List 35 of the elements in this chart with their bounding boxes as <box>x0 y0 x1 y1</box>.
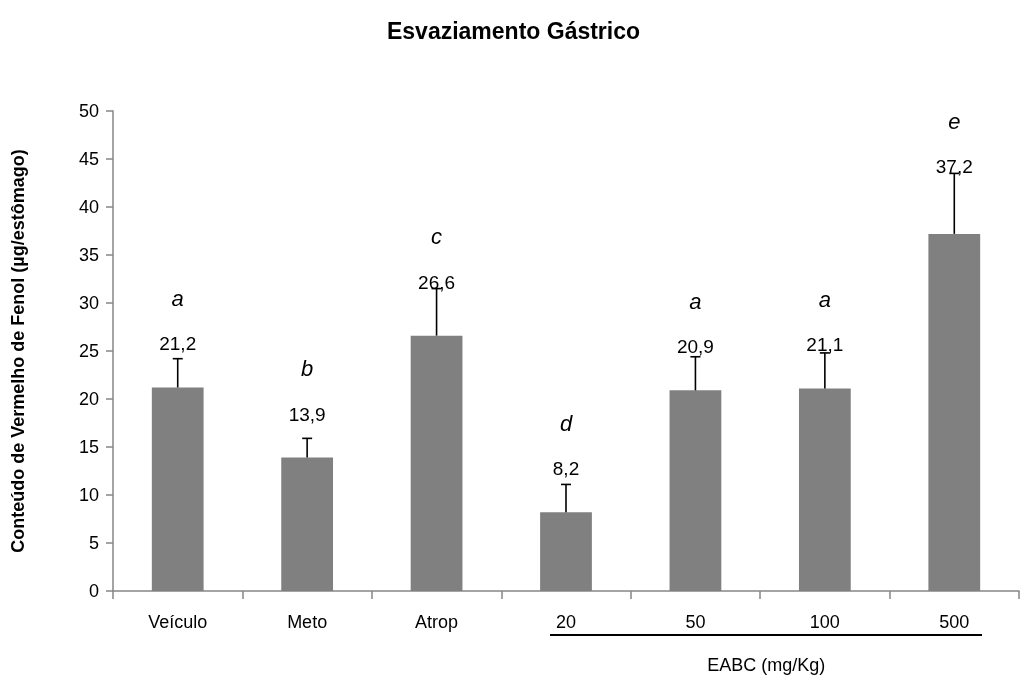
annotation: b <box>301 356 314 382</box>
annotation: c <box>431 224 443 250</box>
x-tick-label: 50 <box>685 612 706 632</box>
y-tick-label: 30 <box>78 293 99 313</box>
annotation: a <box>171 285 184 311</box>
x-tick-label: 100 <box>809 612 840 632</box>
data-label: 8,2 <box>552 458 580 480</box>
y-tick-label: 10 <box>78 485 99 505</box>
x-tick-label: 500 <box>939 612 970 632</box>
data-label: 21,1 <box>806 334 844 356</box>
data-label: 26,6 <box>418 271 456 293</box>
y-tick-label: 0 <box>88 581 99 601</box>
x-tick-label: Atrop <box>415 612 459 632</box>
y-tick-label: 45 <box>78 149 99 169</box>
chart-title: Esvaziamento Gástrico <box>386 17 641 44</box>
x-tick-label: 20 <box>555 612 577 632</box>
y-tick-label: 25 <box>78 341 99 361</box>
x-tick-label: Meto <box>287 612 328 632</box>
y-tick-label: 15 <box>78 437 99 457</box>
annotation: a <box>818 286 831 312</box>
y-tick-label: 5 <box>88 533 99 553</box>
annotation: a <box>689 288 702 314</box>
x-axis-title: EABC (mg/Kg) <box>707 655 826 675</box>
y-axis-title: Conteúdo de Vermelho de Fenol (µg/estômago) <box>8 149 28 553</box>
x-tick-label: Veículo <box>148 612 208 632</box>
y-tick-label: 50 <box>78 101 99 121</box>
data-label: 13,9 <box>288 403 326 425</box>
annotation: e <box>948 108 961 134</box>
data-label: 21,2 <box>159 333 197 355</box>
data-label: 37,2 <box>935 156 973 178</box>
y-tick-label: 40 <box>78 197 99 217</box>
annotation: d <box>559 410 573 436</box>
y-tick-label: 20 <box>78 389 99 409</box>
data-label: 20,9 <box>676 336 714 358</box>
y-tick-label: 35 <box>78 245 99 265</box>
